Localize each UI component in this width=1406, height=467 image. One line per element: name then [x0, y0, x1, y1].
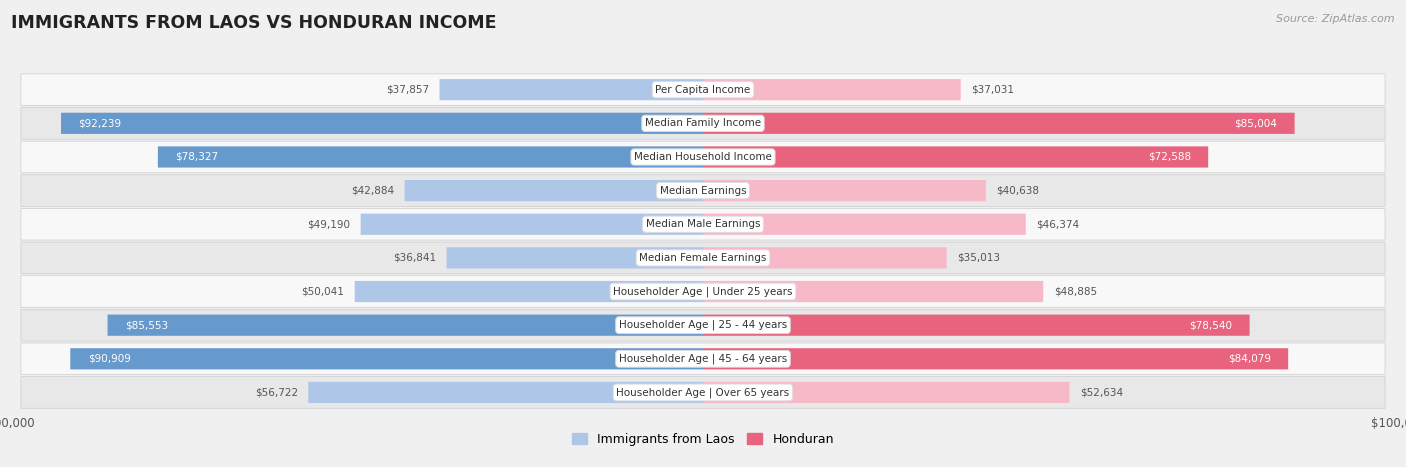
- Text: $56,722: $56,722: [254, 388, 298, 397]
- FancyBboxPatch shape: [703, 248, 946, 269]
- FancyBboxPatch shape: [21, 377, 1385, 408]
- Text: $37,031: $37,031: [972, 85, 1014, 95]
- FancyBboxPatch shape: [21, 242, 1385, 274]
- Text: $35,013: $35,013: [957, 253, 1000, 263]
- FancyBboxPatch shape: [21, 309, 1385, 341]
- Text: $84,079: $84,079: [1227, 354, 1271, 364]
- Text: $42,884: $42,884: [352, 185, 394, 196]
- Text: $49,190: $49,190: [308, 219, 350, 229]
- FancyBboxPatch shape: [21, 107, 1385, 139]
- Text: Householder Age | Over 65 years: Householder Age | Over 65 years: [616, 387, 790, 398]
- Text: Median Household Income: Median Household Income: [634, 152, 772, 162]
- Text: Per Capita Income: Per Capita Income: [655, 85, 751, 95]
- FancyBboxPatch shape: [21, 343, 1385, 375]
- FancyBboxPatch shape: [157, 146, 703, 168]
- FancyBboxPatch shape: [21, 175, 1385, 206]
- Text: $46,374: $46,374: [1036, 219, 1080, 229]
- Text: $72,588: $72,588: [1147, 152, 1191, 162]
- FancyBboxPatch shape: [21, 276, 1385, 307]
- Text: $50,041: $50,041: [301, 287, 344, 297]
- FancyBboxPatch shape: [60, 113, 703, 134]
- Text: $40,638: $40,638: [997, 185, 1039, 196]
- FancyBboxPatch shape: [21, 141, 1385, 173]
- Text: $36,841: $36,841: [394, 253, 436, 263]
- Text: $85,004: $85,004: [1234, 118, 1277, 128]
- Text: $52,634: $52,634: [1080, 388, 1123, 397]
- FancyBboxPatch shape: [308, 382, 703, 403]
- FancyBboxPatch shape: [108, 315, 703, 336]
- Text: Median Family Income: Median Family Income: [645, 118, 761, 128]
- Text: Householder Age | 25 - 44 years: Householder Age | 25 - 44 years: [619, 320, 787, 331]
- FancyBboxPatch shape: [703, 180, 986, 201]
- Text: $78,540: $78,540: [1189, 320, 1232, 330]
- Text: Median Male Earnings: Median Male Earnings: [645, 219, 761, 229]
- FancyBboxPatch shape: [703, 146, 1208, 168]
- FancyBboxPatch shape: [703, 113, 1295, 134]
- FancyBboxPatch shape: [440, 79, 703, 100]
- FancyBboxPatch shape: [703, 281, 1043, 302]
- Text: Median Female Earnings: Median Female Earnings: [640, 253, 766, 263]
- Text: $92,239: $92,239: [79, 118, 121, 128]
- Text: $85,553: $85,553: [125, 320, 169, 330]
- Legend: Immigrants from Laos, Honduran: Immigrants from Laos, Honduran: [567, 428, 839, 451]
- FancyBboxPatch shape: [703, 348, 1288, 369]
- Text: $90,909: $90,909: [87, 354, 131, 364]
- Text: Source: ZipAtlas.com: Source: ZipAtlas.com: [1277, 14, 1395, 24]
- FancyBboxPatch shape: [405, 180, 703, 201]
- Text: Median Earnings: Median Earnings: [659, 185, 747, 196]
- FancyBboxPatch shape: [21, 74, 1385, 106]
- FancyBboxPatch shape: [361, 213, 703, 235]
- Text: IMMIGRANTS FROM LAOS VS HONDURAN INCOME: IMMIGRANTS FROM LAOS VS HONDURAN INCOME: [11, 14, 496, 32]
- FancyBboxPatch shape: [354, 281, 703, 302]
- Text: $78,327: $78,327: [176, 152, 218, 162]
- FancyBboxPatch shape: [447, 248, 703, 269]
- Text: Householder Age | Under 25 years: Householder Age | Under 25 years: [613, 286, 793, 297]
- FancyBboxPatch shape: [703, 382, 1070, 403]
- FancyBboxPatch shape: [703, 79, 960, 100]
- Text: Householder Age | 45 - 64 years: Householder Age | 45 - 64 years: [619, 354, 787, 364]
- FancyBboxPatch shape: [70, 348, 703, 369]
- FancyBboxPatch shape: [703, 213, 1026, 235]
- FancyBboxPatch shape: [703, 315, 1250, 336]
- FancyBboxPatch shape: [21, 208, 1385, 240]
- Text: $37,857: $37,857: [387, 85, 429, 95]
- Text: $48,885: $48,885: [1053, 287, 1097, 297]
